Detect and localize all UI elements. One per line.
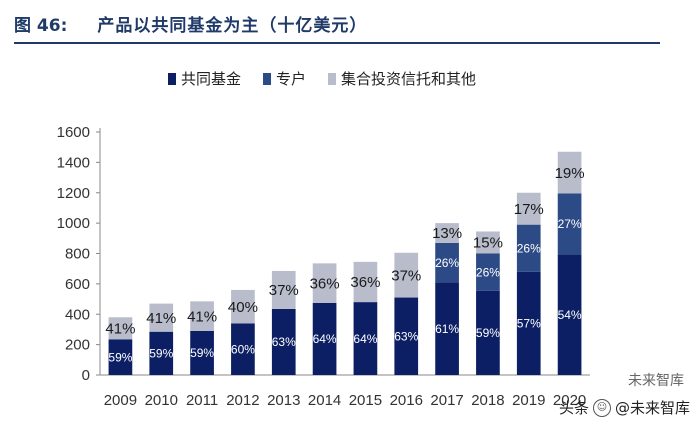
figure-label: 图 46: [14, 15, 68, 36]
bar-segment [476, 290, 500, 375]
bar-segment [353, 302, 378, 375]
bar-segment [394, 252, 419, 298]
x-tick-label: 2011 [186, 392, 218, 409]
x-tick-label: 2014 [308, 392, 341, 409]
bar-segment [516, 271, 541, 375]
bar-segment [271, 308, 296, 375]
data-label: 36% [350, 274, 380, 291]
data-label: 13% [432, 225, 462, 242]
watermark-top-text: 未来智库 [628, 373, 684, 389]
x-tick-label: 2018 [471, 392, 504, 409]
data-label: 61% [435, 322, 459, 336]
data-label: 41% [146, 310, 176, 327]
data-label: 54% [558, 308, 582, 322]
data-label: 59% [149, 347, 173, 361]
bar-segment [108, 339, 133, 375]
watermark-prefix: 头条 [558, 399, 589, 417]
y-tick-label: 200 [65, 337, 90, 354]
data-label: 26% [435, 256, 459, 270]
bar-segment [108, 317, 133, 340]
data-label: 63% [272, 335, 296, 349]
title-rule [14, 42, 660, 44]
bar-segment [149, 303, 174, 332]
data-label: 27% [558, 217, 582, 231]
bar-segment [231, 323, 255, 375]
brand-icon: ☺ [592, 398, 611, 417]
bar-segment [557, 193, 582, 255]
y-tick-label: 600 [65, 276, 90, 293]
watermark: 头条 ☺ @未来智库 [559, 397, 690, 418]
x-tick-label: 2012 [226, 392, 259, 409]
y-tick-label: 1600 [57, 124, 90, 141]
data-label: 41% [187, 308, 217, 325]
data-label: 37% [391, 267, 421, 284]
bar-segment [516, 192, 541, 225]
y-tick-label: 400 [65, 306, 90, 323]
data-label: 40% [228, 299, 258, 316]
data-label: 59% [108, 350, 132, 364]
data-label: 19% [555, 165, 585, 182]
x-tick-label: 2019 [512, 392, 545, 409]
data-label: 26% [517, 241, 541, 255]
x-tick-label: 2013 [267, 392, 300, 409]
figure-title: 产品以共同基金为主（十亿美元） [97, 15, 368, 36]
x-tick-label: 2009 [104, 392, 137, 409]
data-label: 63% [394, 329, 418, 343]
bar-segment [435, 282, 459, 375]
bar-segment [312, 302, 337, 375]
bar-segment [435, 242, 459, 283]
legend-swatch [328, 73, 337, 85]
legend-label: 集合投资信托和其他 [341, 70, 476, 88]
bar-segment [557, 254, 582, 375]
data-label: 15% [473, 235, 503, 252]
bar-segment [394, 297, 419, 375]
bar-segment [435, 223, 459, 243]
data-label: 64% [353, 332, 377, 346]
bar-segment [476, 253, 500, 291]
data-label: 64% [313, 332, 337, 346]
data-label: 41% [105, 321, 135, 338]
legend-swatch [263, 73, 272, 85]
bar-segment [557, 151, 582, 194]
bar-segment [271, 270, 296, 309]
legend-label: 共同基金 [181, 70, 241, 88]
data-label: 26% [476, 265, 500, 279]
x-tick-label: 2010 [145, 392, 178, 409]
bar-segment [312, 263, 337, 303]
bar-segment [476, 231, 500, 254]
bar-segment [190, 301, 214, 331]
watermark-brand: @未来智库 [614, 399, 690, 417]
bar-segment [190, 330, 214, 375]
data-label: 57% [517, 317, 541, 331]
legend-label: 专户 [276, 70, 306, 88]
data-label: 36% [310, 275, 340, 292]
y-tick-label: 0 [82, 367, 90, 384]
x-tick-label: 2020 [553, 392, 586, 409]
bar-segment [149, 331, 174, 375]
y-tick-label: 1400 [57, 154, 90, 171]
y-tick-label: 1000 [57, 215, 90, 232]
x-tick-label: 2015 [349, 392, 382, 409]
x-tick-label: 2017 [430, 392, 463, 409]
y-tick-label: 800 [65, 246, 90, 263]
data-label: 17% [514, 201, 544, 218]
data-label: 59% [476, 326, 500, 340]
legend-swatch [168, 73, 176, 85]
bar-segment [516, 224, 541, 272]
data-label: 37% [269, 282, 299, 299]
y-tick-label: 1200 [57, 185, 90, 202]
data-label: 60% [231, 342, 255, 356]
data-label: 59% [190, 346, 214, 360]
bar-segment [353, 261, 378, 303]
figure-header: 图 46: 产品以共同基金为主（十亿美元） [14, 8, 686, 38]
bar-segment [231, 289, 255, 324]
x-tick-label: 2016 [390, 392, 423, 409]
